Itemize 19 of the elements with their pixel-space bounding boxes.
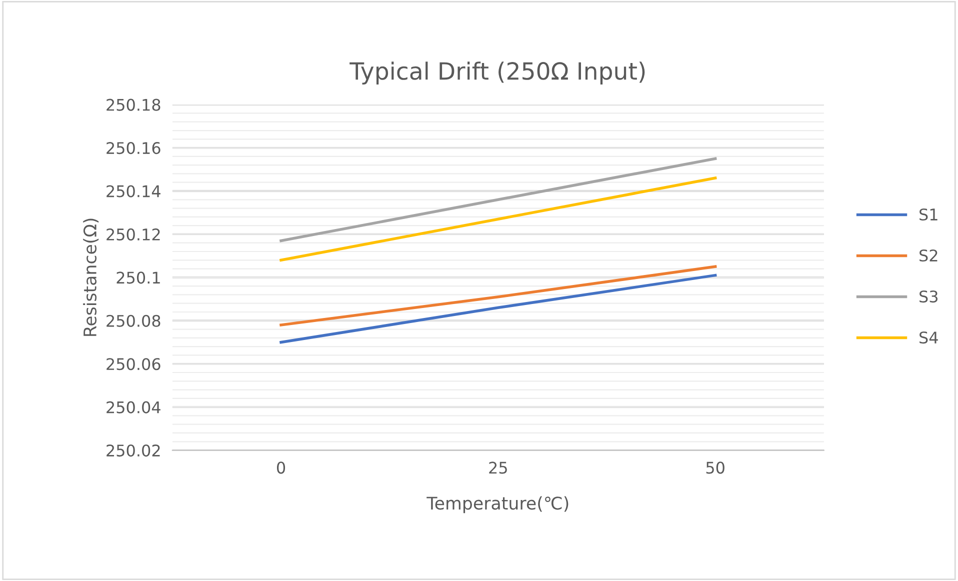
x-tick-label: 50	[706, 462, 724, 474]
legend-label: S3	[920, 290, 938, 303]
y-tick-label: 250.02	[106, 444, 160, 457]
y-tick-label: 250.04	[106, 401, 160, 414]
legend-label: S2	[920, 249, 938, 262]
chart-title: Typical Drift (250Ω Input)	[350, 62, 645, 84]
y-tick-label: 250.1	[116, 272, 160, 284]
y-tick-label: 250.14	[106, 185, 160, 198]
legend-label: S1	[920, 208, 938, 221]
x-tick-label: 0	[276, 462, 286, 474]
x-tick-label: 25	[489, 462, 507, 474]
y-tick-label: 250.06	[106, 358, 160, 370]
y-tick-label: 250.16	[106, 142, 160, 154]
y-tick-label: 250.18	[106, 98, 160, 111]
y-tick-label: 250.08	[106, 314, 160, 327]
y-axis-title: Resistance(Ω)	[83, 218, 99, 336]
y-tick-label: 250.12	[106, 228, 160, 241]
legend-label: S4	[920, 332, 938, 344]
x-axis-title: Temperature(℃)	[426, 496, 568, 514]
